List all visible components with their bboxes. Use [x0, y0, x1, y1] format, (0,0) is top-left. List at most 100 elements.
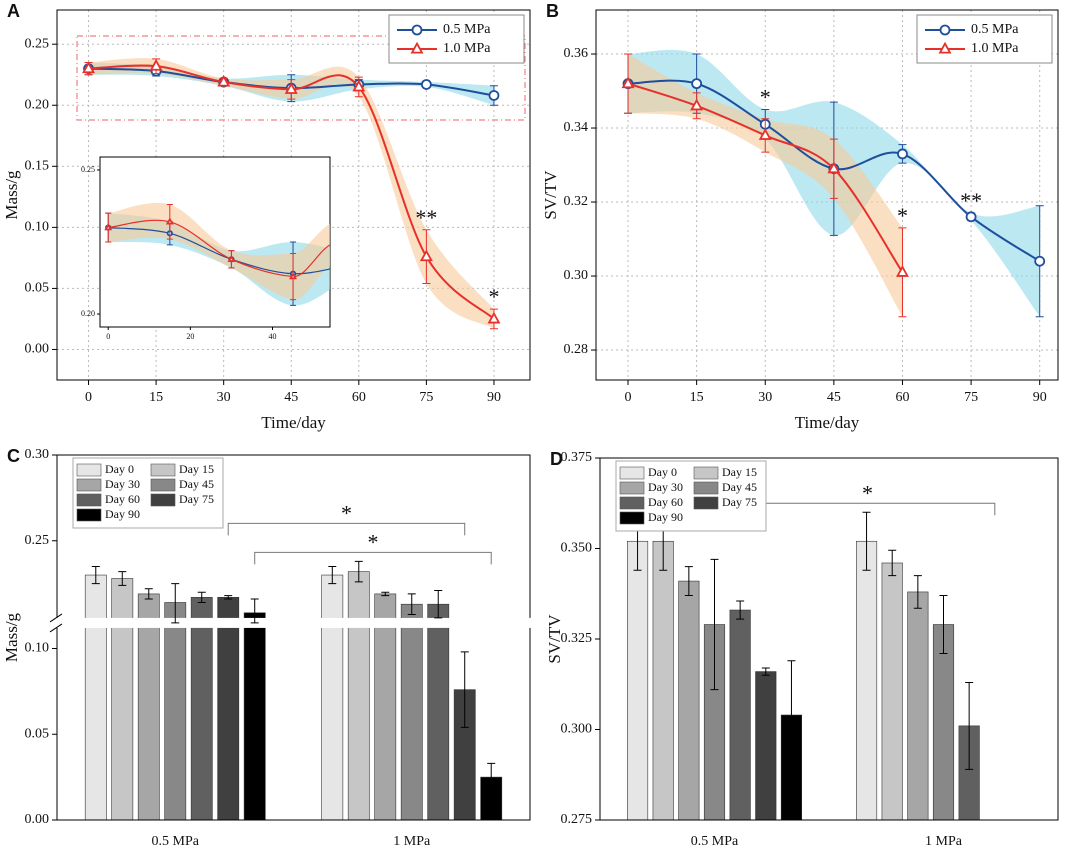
- error-bar: [434, 589, 443, 619]
- legend-swatch: [76, 508, 102, 522]
- error-bar: [171, 583, 180, 624]
- marker: [690, 98, 704, 111]
- y-tick-label: 0.375: [561, 450, 593, 465]
- error-bar: [939, 595, 948, 654]
- legend-swatch: [76, 478, 102, 492]
- error-bar: [487, 762, 496, 792]
- legend-label: Day 15: [179, 462, 214, 476]
- significance-bracket: [227, 522, 466, 536]
- legend-swatch: [150, 493, 176, 507]
- legend-swatch: [76, 463, 102, 477]
- marker: [352, 263, 356, 267]
- error-bar: [888, 549, 897, 577]
- bar: [190, 597, 213, 821]
- x-tick-label: 90: [1033, 390, 1047, 405]
- bar: [855, 540, 878, 821]
- confidence-band: [108, 202, 330, 300]
- plot-frame: [56, 454, 531, 821]
- legend-label: Day 0: [105, 462, 134, 476]
- bar: [321, 574, 344, 821]
- legend-marker: [939, 24, 951, 36]
- bar: [755, 671, 777, 821]
- marker: [896, 265, 909, 277]
- y-tick-label: 0.00: [25, 812, 50, 827]
- inset-x-tick-label: 20: [186, 332, 194, 341]
- significance-bracket: [254, 551, 492, 565]
- x-tick-label: 30: [758, 390, 772, 405]
- error-bar: [197, 591, 206, 603]
- plot-frame: [599, 457, 1059, 821]
- y-axis-title: SV/TV: [545, 614, 564, 664]
- significance-label: *: [862, 480, 873, 505]
- error-bar: [965, 681, 974, 770]
- y-tick-label: 0.350: [561, 541, 593, 556]
- error-bar: [913, 575, 922, 609]
- legend-swatch: [150, 463, 176, 477]
- marker: [827, 161, 841, 174]
- y-tick-label: 0.25: [25, 36, 50, 51]
- y-tick-label: 0.300: [561, 722, 593, 737]
- error-bar: [407, 593, 416, 615]
- panel-label: A: [7, 1, 20, 21]
- inset-x-tick-label: 0: [106, 332, 110, 341]
- marker: [487, 311, 501, 324]
- error-bar: [91, 565, 100, 585]
- error-bar: [144, 588, 153, 600]
- error-bar: [475, 795, 481, 841]
- legend-swatch: [693, 466, 719, 480]
- marker: [691, 78, 703, 90]
- significance-label: *: [488, 284, 499, 309]
- bar: [729, 609, 751, 821]
- marker: [165, 217, 174, 225]
- legend-label: Day 45: [722, 480, 757, 494]
- marker: [289, 272, 297, 280]
- error-bar: [328, 565, 337, 585]
- legend-box: [388, 14, 525, 64]
- error-bar: [352, 248, 358, 294]
- x-tick-label: 1 MPa: [393, 834, 431, 849]
- significance-label: *: [341, 500, 352, 525]
- legend-label: 0.5 MPa: [443, 22, 491, 37]
- plot-frame: [56, 9, 531, 381]
- legend-box: [916, 14, 1053, 64]
- x-tick-label: 0.5 MPa: [691, 834, 739, 849]
- legend-label: 1.0 MPa: [971, 41, 1019, 56]
- inset-x-tick-label: 40: [269, 332, 277, 341]
- legend-label: Day 90: [648, 510, 683, 524]
- x-tick-label: 30: [217, 390, 231, 405]
- significance-label: *: [897, 203, 908, 228]
- significance-label: **: [960, 188, 982, 213]
- bar: [400, 603, 423, 821]
- marker: [758, 128, 772, 140]
- y-tick-label: 0.36: [564, 46, 589, 61]
- x-tick-label: 15: [690, 390, 704, 405]
- bar: [164, 602, 187, 821]
- error-bar: [354, 560, 363, 583]
- legend-label: Day 60: [648, 495, 683, 509]
- error-bar: [684, 566, 693, 597]
- bar: [84, 574, 107, 821]
- legend-swatch: [619, 466, 645, 480]
- error-bar: [352, 254, 358, 277]
- zoom-region: [76, 35, 526, 121]
- bar: [243, 612, 266, 821]
- x-axis-title: Time/day: [795, 413, 860, 432]
- confidence-band: [88, 58, 494, 329]
- bar: [626, 540, 649, 821]
- y-axis-title: SV/TV: [541, 170, 560, 220]
- legend-label: Day 15: [722, 465, 757, 479]
- axis-break-mark: [49, 613, 63, 633]
- legend-swatch: [693, 496, 719, 510]
- marker: [621, 76, 635, 89]
- bar: [652, 540, 674, 821]
- y-tick-label: 0.30: [564, 268, 589, 283]
- y-tick-label: 0.275: [561, 812, 593, 827]
- bar: [427, 603, 450, 821]
- x-tick-label: 15: [149, 390, 163, 405]
- marker: [965, 211, 977, 223]
- marker: [488, 90, 500, 101]
- bar: [111, 578, 134, 821]
- panel-label: D: [550, 449, 563, 469]
- x-tick-label: 60: [352, 390, 366, 405]
- marker: [352, 79, 366, 92]
